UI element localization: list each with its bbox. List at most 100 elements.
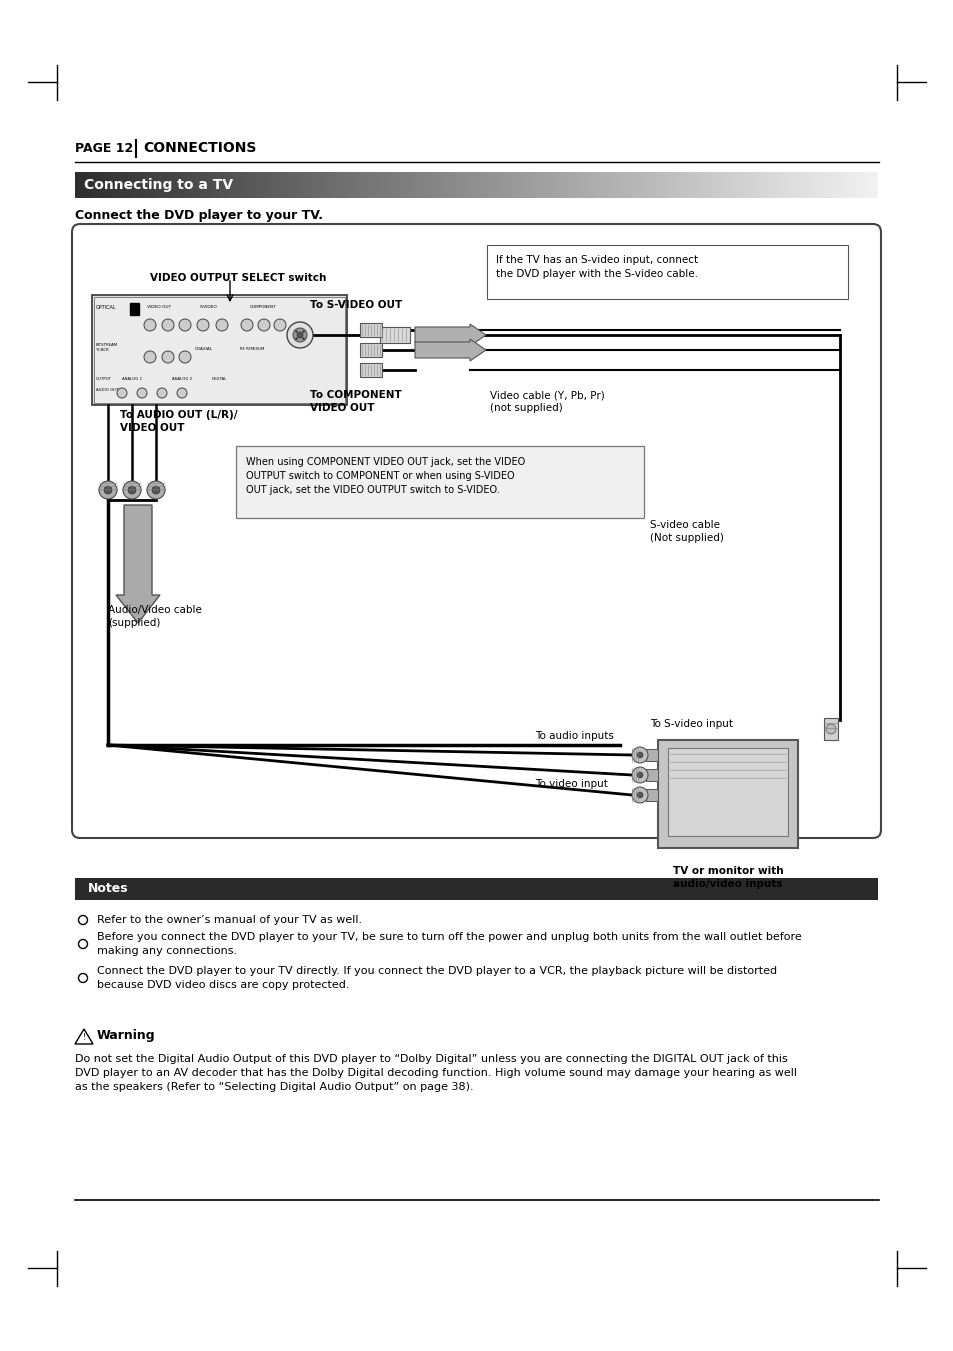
Circle shape — [302, 330, 304, 332]
Bar — [132, 172, 135, 199]
Bar — [79, 172, 84, 199]
Bar — [821, 172, 825, 199]
Bar — [167, 172, 172, 199]
Bar — [348, 172, 353, 199]
Bar — [412, 172, 416, 199]
Text: Connect the DVD player to your TV.: Connect the DVD player to your TV. — [75, 208, 323, 222]
Text: To AUDIO OUT (L/R)/
VIDEO OUT: To AUDIO OUT (L/R)/ VIDEO OUT — [120, 409, 237, 434]
Bar — [504, 172, 509, 199]
Circle shape — [295, 330, 297, 332]
Bar — [484, 172, 489, 199]
Bar — [159, 172, 164, 199]
Bar — [295, 172, 300, 199]
Bar — [797, 172, 801, 199]
Bar — [379, 327, 410, 343]
Bar — [179, 172, 184, 199]
Circle shape — [162, 351, 173, 363]
Bar — [560, 172, 565, 199]
Bar — [677, 172, 681, 199]
Circle shape — [293, 328, 307, 342]
Bar — [476, 172, 480, 199]
Text: ANALOG 1: ANALOG 1 — [122, 377, 142, 381]
Bar — [428, 172, 433, 199]
Polygon shape — [75, 1029, 92, 1044]
Bar — [648, 172, 653, 199]
Text: Refer to the owner’s manual of your TV as well.: Refer to the owner’s manual of your TV a… — [97, 915, 362, 925]
Bar — [292, 172, 296, 199]
Bar — [693, 172, 697, 199]
Bar — [147, 172, 152, 199]
Bar — [660, 172, 665, 199]
Text: VIDEO OUTPUT SELECT switch: VIDEO OUTPUT SELECT switch — [150, 273, 326, 282]
Text: TV or monitor with
audio/video inputs: TV or monitor with audio/video inputs — [672, 866, 782, 889]
Circle shape — [241, 319, 253, 331]
Bar — [689, 172, 693, 199]
Bar — [175, 172, 180, 199]
Bar — [597, 172, 600, 199]
Bar — [845, 172, 849, 199]
Bar — [279, 172, 284, 199]
Bar — [87, 172, 91, 199]
Bar — [617, 172, 621, 199]
Bar — [460, 172, 464, 199]
Bar — [640, 172, 645, 199]
Bar — [192, 172, 195, 199]
Bar — [359, 323, 381, 336]
Circle shape — [157, 388, 167, 399]
Bar — [359, 363, 381, 377]
Bar — [500, 172, 504, 199]
Bar — [359, 343, 381, 357]
Bar — [416, 172, 420, 199]
Bar — [580, 172, 585, 199]
Bar — [452, 172, 456, 199]
Bar — [713, 172, 718, 199]
Bar — [115, 172, 119, 199]
Bar — [123, 172, 128, 199]
Text: ANALOG 2: ANALOG 2 — [172, 377, 192, 381]
Bar — [288, 172, 292, 199]
Bar — [613, 172, 617, 199]
Bar — [95, 172, 99, 199]
Bar — [335, 172, 340, 199]
Bar — [717, 172, 721, 199]
Text: BITSTREAM
YCBCR: BITSTREAM YCBCR — [96, 343, 118, 351]
Bar — [805, 172, 809, 199]
Bar — [299, 172, 304, 199]
Circle shape — [137, 388, 147, 399]
Circle shape — [147, 481, 165, 499]
Bar — [764, 172, 769, 199]
Circle shape — [287, 322, 313, 349]
Bar — [620, 172, 625, 199]
Bar — [130, 303, 139, 315]
Bar — [823, 717, 837, 740]
Bar — [272, 172, 276, 199]
Bar — [753, 172, 758, 199]
Text: Audio/Video cable
(supplied): Audio/Video cable (supplied) — [108, 605, 202, 628]
Bar — [584, 172, 589, 199]
Bar — [232, 172, 235, 199]
Text: S-video cable
(Not supplied): S-video cable (Not supplied) — [649, 520, 723, 543]
FancyArrow shape — [415, 324, 485, 346]
Bar — [552, 172, 557, 199]
Circle shape — [78, 974, 88, 982]
Bar — [520, 172, 525, 199]
Bar — [744, 172, 749, 199]
Bar — [219, 172, 224, 199]
Bar — [813, 172, 818, 199]
Circle shape — [177, 388, 187, 399]
Text: Notes: Notes — [88, 882, 129, 896]
Bar — [259, 172, 264, 199]
Bar — [392, 172, 396, 199]
Circle shape — [637, 753, 642, 758]
Bar — [600, 172, 605, 199]
Bar — [777, 172, 781, 199]
Circle shape — [179, 319, 191, 331]
Bar — [624, 172, 629, 199]
Circle shape — [123, 481, 141, 499]
Bar — [524, 172, 529, 199]
Circle shape — [631, 767, 647, 784]
Bar — [208, 172, 212, 199]
FancyBboxPatch shape — [71, 224, 880, 838]
Bar — [488, 172, 493, 199]
Bar — [395, 172, 400, 199]
